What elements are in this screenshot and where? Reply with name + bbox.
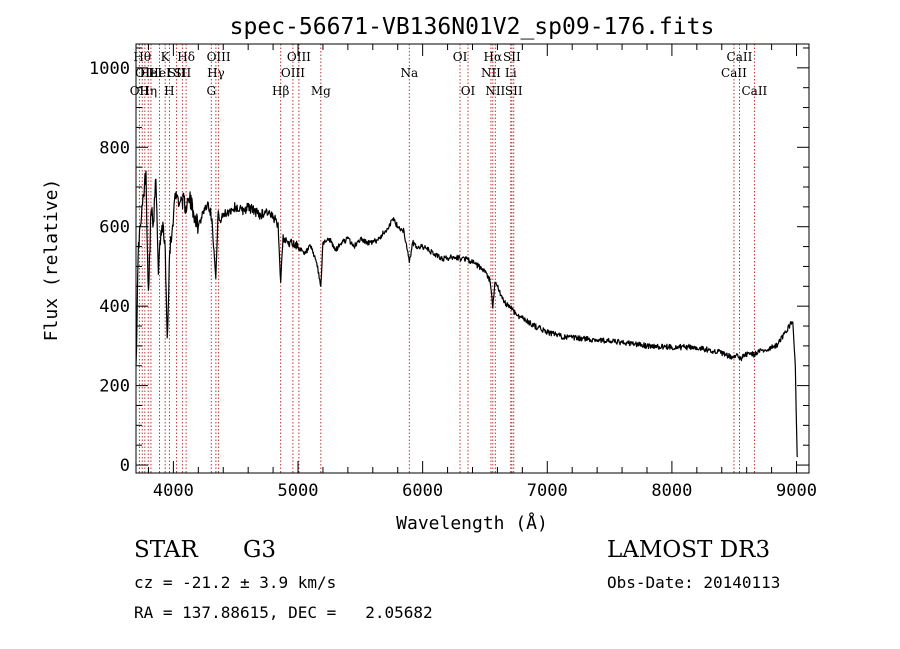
survey-name: LAMOST DR3 bbox=[607, 537, 771, 563]
object-class: STAR bbox=[134, 537, 198, 563]
redshift-velocity: cz = -21.2 ± 3.9 km/s bbox=[134, 573, 337, 592]
line-marker-label: K bbox=[161, 50, 171, 64]
line-marker-label: CaII bbox=[721, 66, 747, 80]
object-subclass: G3 bbox=[243, 537, 277, 563]
y-tick-label: 200 bbox=[99, 377, 130, 397]
y-tick-label: 600 bbox=[99, 218, 130, 238]
line-marker-label: HeI bbox=[148, 66, 171, 80]
chart-title: spec-56671-VB136N01V2_sp09-176.fits bbox=[230, 14, 715, 40]
line-marker-label: Hη bbox=[139, 84, 157, 98]
line-marker-label: Hβ bbox=[272, 84, 289, 98]
line-marker-label: NII bbox=[481, 66, 501, 80]
line-marker-label: SII bbox=[168, 66, 186, 80]
line-marker-label: HeI bbox=[140, 66, 163, 80]
line-marker-label: H bbox=[164, 84, 174, 98]
line-marker-label: OII bbox=[135, 66, 155, 80]
x-tick-label: 4000 bbox=[153, 481, 194, 501]
line-marker-label: NII bbox=[485, 84, 505, 98]
x-tick-label: 6000 bbox=[402, 481, 443, 501]
sky-coordinates: RA = 137.88615, DEC = 2.05682 bbox=[134, 603, 433, 622]
line-marker-label: CaII bbox=[741, 84, 767, 98]
y-tick-label: 800 bbox=[99, 138, 130, 158]
line-marker-label: G bbox=[206, 84, 216, 98]
line-marker-label: Hδ bbox=[177, 50, 195, 64]
x-tick-label: 9000 bbox=[776, 481, 817, 501]
line-marker-label: SII bbox=[505, 84, 523, 98]
observation-date: Obs-Date: 20140113 bbox=[607, 573, 781, 592]
y-tick-label: 0 bbox=[120, 456, 130, 476]
line-marker-label: Na bbox=[400, 66, 418, 80]
line-marker-label: Hα bbox=[484, 50, 503, 64]
y-tick-label: 1000 bbox=[89, 59, 130, 79]
x-axis-label: Wavelength (Å) bbox=[396, 512, 548, 534]
line-marker-label: OIII bbox=[287, 50, 311, 64]
line-marker-labels: OIIHθOIIHηHeIHeIKHSIISIIHδGHγOIIIHβOIIIO… bbox=[130, 50, 768, 98]
y-tick-label: 400 bbox=[99, 297, 130, 317]
x-tick-label: 8000 bbox=[651, 481, 692, 501]
line-marker-label: Mg bbox=[311, 84, 331, 98]
spectrum-line bbox=[135, 170, 798, 458]
x-axis-ticks: 4000 5000 6000 7000 8000 9000 bbox=[147, 44, 817, 501]
line-marker-label: OII bbox=[130, 84, 150, 98]
line-marker-label: CaII bbox=[727, 50, 753, 64]
line-marker-label: OI bbox=[461, 84, 476, 98]
line-marker-label: Li bbox=[505, 66, 517, 80]
line-marker-label: SII bbox=[174, 66, 192, 80]
line-marker-label: OIII bbox=[207, 50, 231, 64]
line-markers bbox=[138, 44, 755, 473]
y-axis-label: Flux (relative) bbox=[41, 179, 62, 342]
x-tick-label: 7000 bbox=[527, 481, 568, 501]
line-marker-label: OIII bbox=[281, 66, 305, 80]
plot-frame bbox=[135, 43, 810, 474]
line-marker-label: Hγ bbox=[207, 66, 225, 80]
line-marker-label: OI bbox=[453, 50, 468, 64]
line-marker-label: Hθ bbox=[133, 50, 151, 64]
x-tick-label: 5000 bbox=[278, 481, 319, 501]
y-axis-ticks: 0 200 400 600 800 1000 bbox=[89, 47, 809, 476]
line-marker-label: SII bbox=[503, 50, 521, 64]
